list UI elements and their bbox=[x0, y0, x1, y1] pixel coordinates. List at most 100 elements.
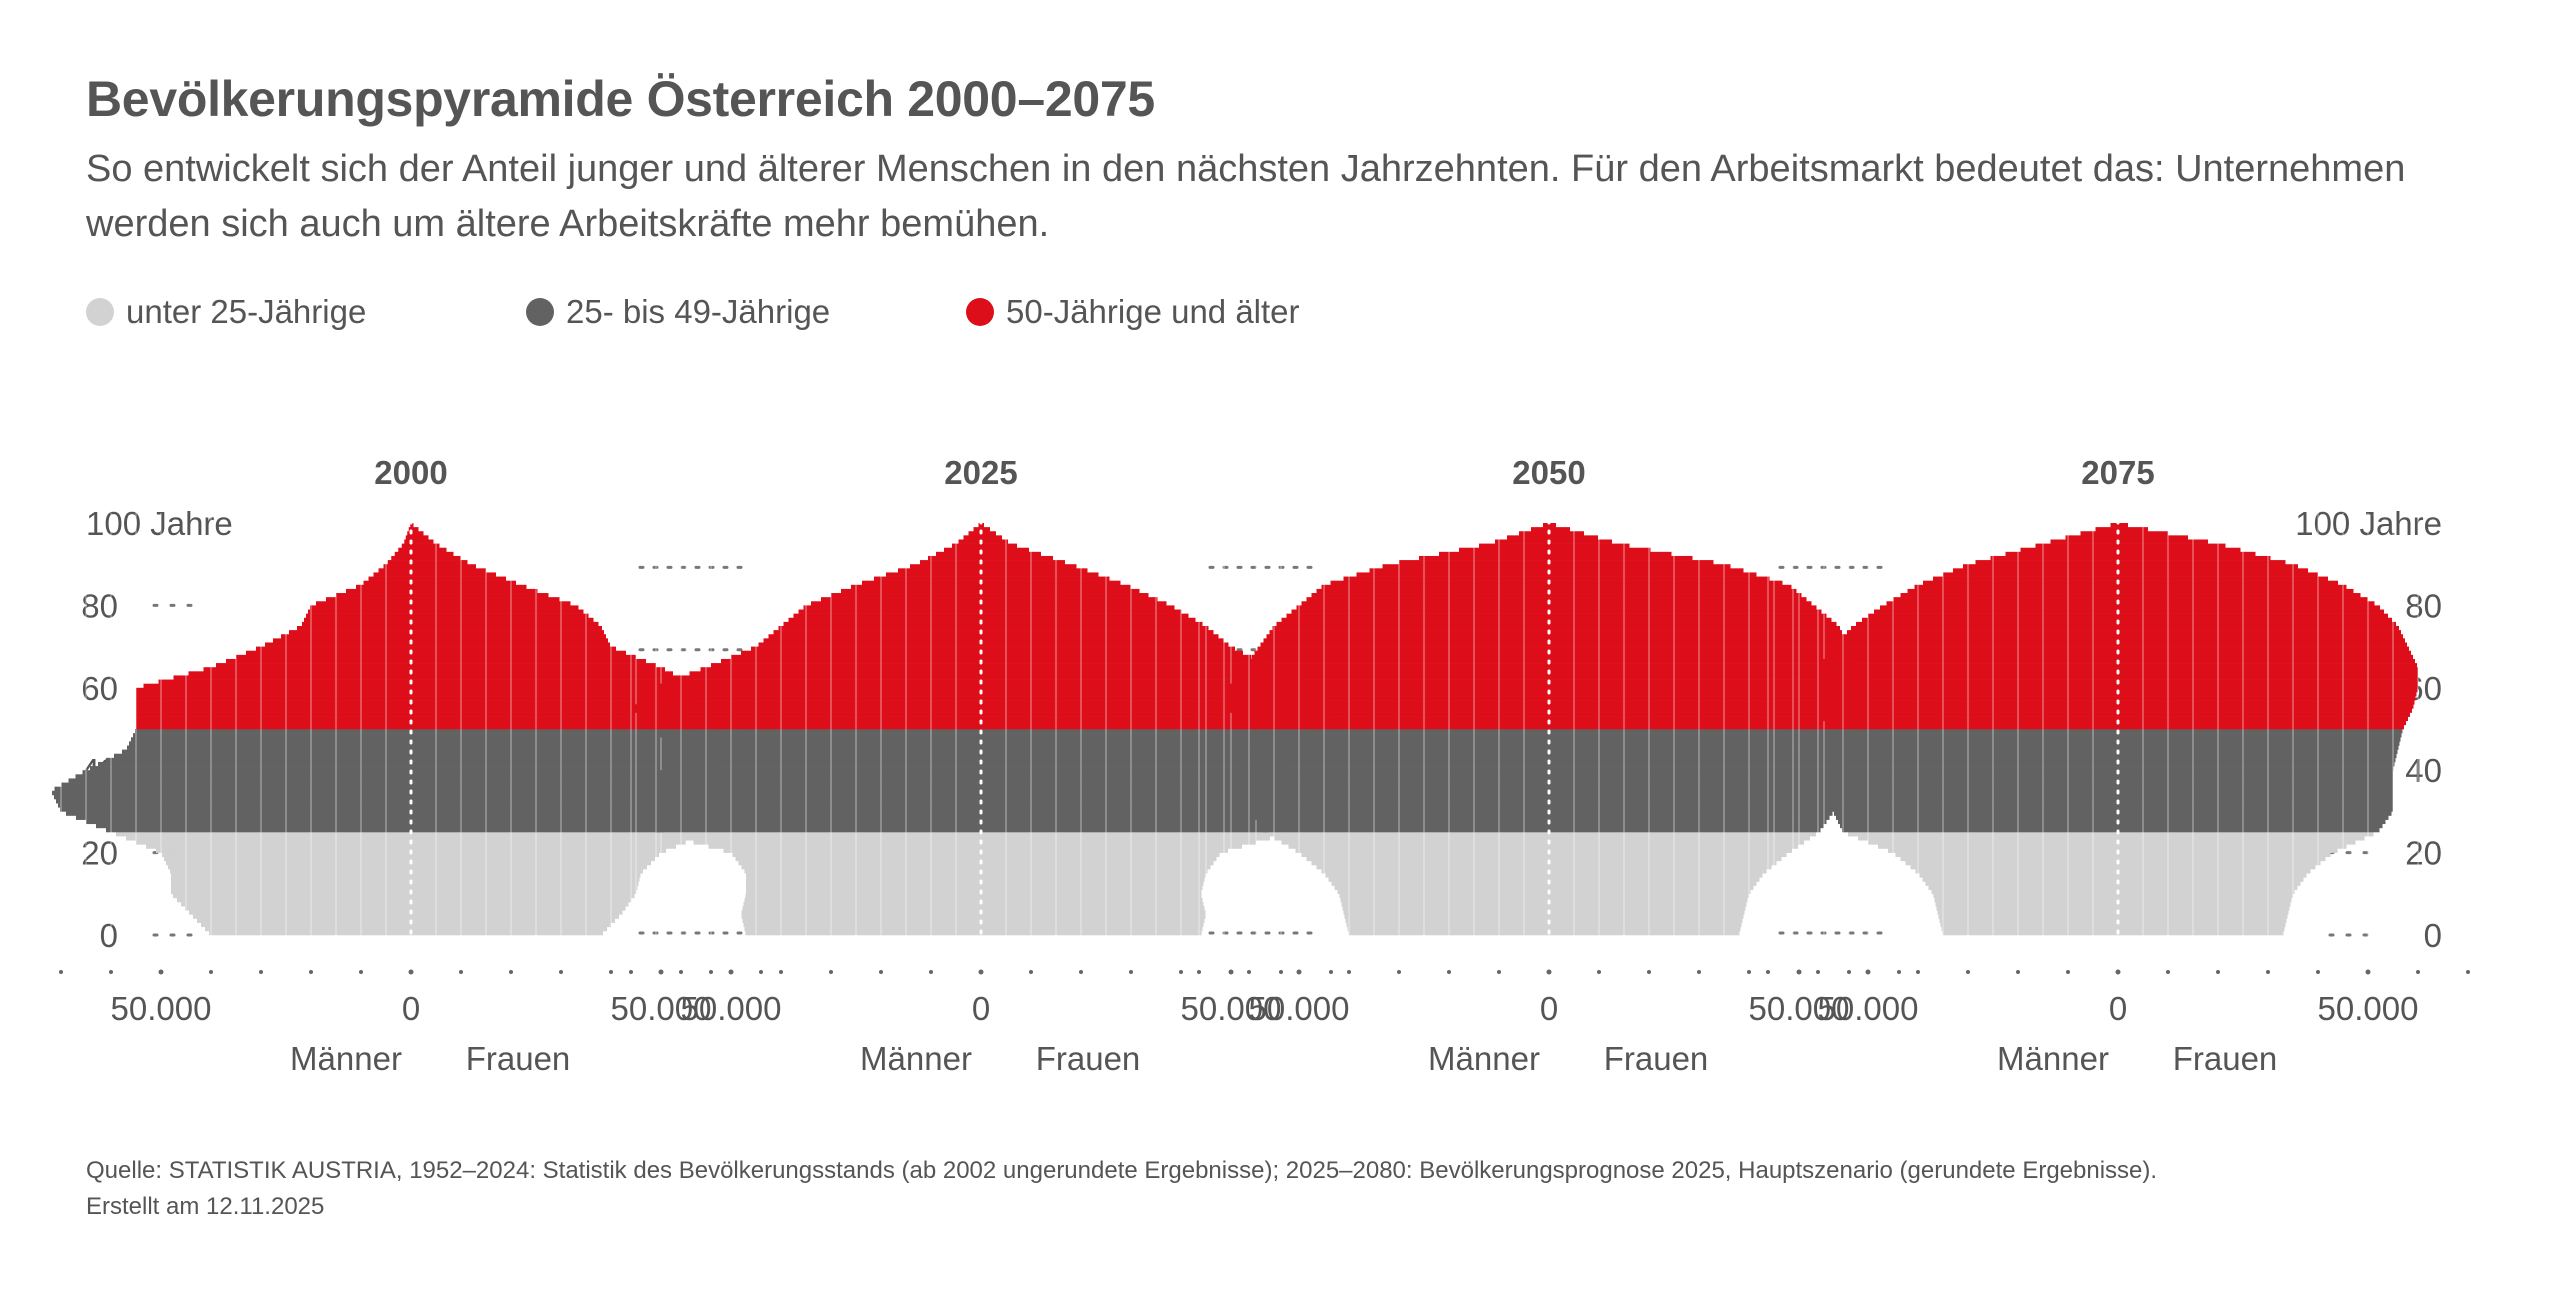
male-bar bbox=[1311, 593, 1549, 598]
female-bar bbox=[411, 572, 496, 577]
female-bar bbox=[411, 535, 429, 540]
female-bar bbox=[2118, 860, 2321, 866]
x-tick-dot bbox=[2166, 970, 2170, 974]
male-bar bbox=[663, 737, 981, 742]
female-bar bbox=[411, 584, 527, 590]
male-bar bbox=[1382, 564, 1549, 569]
x-tick-dot bbox=[1546, 969, 1552, 975]
legend-swatch-25-49 bbox=[526, 298, 554, 326]
female-bar bbox=[981, 794, 1293, 800]
female-bar bbox=[2118, 902, 2291, 907]
x-tick-dot bbox=[879, 970, 883, 974]
male-bar bbox=[645, 691, 981, 697]
female-bar bbox=[1549, 815, 1830, 820]
pyramid-year-label: 2075 bbox=[2081, 454, 2154, 491]
female-bar bbox=[1549, 572, 1757, 577]
male-bar bbox=[1900, 593, 2118, 598]
male-bar bbox=[2080, 531, 2118, 536]
male-bar bbox=[1240, 782, 1549, 787]
female-bar bbox=[1549, 601, 1812, 606]
male-bar bbox=[662, 766, 981, 771]
male-bar bbox=[1245, 733, 1549, 738]
female-bar bbox=[981, 729, 1304, 734]
female-bar bbox=[2118, 638, 2405, 643]
male-bar bbox=[1928, 885, 2118, 890]
female-bar bbox=[2118, 757, 2396, 763]
male-bar bbox=[788, 617, 981, 623]
male-bar bbox=[404, 539, 411, 544]
male-bar bbox=[171, 881, 411, 886]
x-tick-dot bbox=[2466, 970, 2470, 974]
female-bar bbox=[1549, 634, 1844, 639]
female-bar bbox=[1549, 531, 1584, 536]
male-bar bbox=[653, 724, 981, 730]
female-bar bbox=[411, 889, 637, 895]
legend-swatch-50-plus bbox=[966, 298, 994, 326]
male-bar bbox=[273, 638, 411, 643]
female-bar bbox=[2118, 807, 2393, 812]
female-bar bbox=[411, 910, 623, 915]
female-bar bbox=[1549, 704, 1869, 709]
male-label: Männer bbox=[290, 1040, 402, 1077]
male-bar bbox=[1247, 753, 1549, 759]
x-tick-dot bbox=[1897, 970, 1901, 974]
female-bar bbox=[981, 786, 1291, 792]
male-bar bbox=[1823, 716, 2118, 722]
female-bar bbox=[411, 527, 419, 532]
male-bar bbox=[741, 910, 981, 915]
female-bar bbox=[2118, 832, 2374, 837]
female-bar bbox=[411, 893, 635, 899]
female-bar bbox=[411, 770, 730, 775]
female-bar bbox=[981, 663, 1267, 668]
male-bar bbox=[256, 646, 411, 652]
female-bar bbox=[1549, 926, 1741, 932]
male-bar bbox=[1243, 770, 1549, 775]
female-bar bbox=[1549, 761, 1843, 767]
male-bar bbox=[126, 836, 411, 841]
male-bar bbox=[841, 588, 981, 594]
male-bar bbox=[82, 770, 411, 775]
male-bar bbox=[168, 864, 411, 870]
female-bar bbox=[1549, 918, 1743, 923]
male-bar bbox=[1833, 799, 2118, 804]
male-bar bbox=[735, 856, 981, 862]
female-bar bbox=[981, 621, 1203, 627]
female-bar bbox=[1549, 654, 1854, 660]
female-label: Frauen bbox=[1604, 1040, 1709, 1077]
male-bar bbox=[1345, 918, 1549, 923]
female-bar bbox=[981, 630, 1214, 635]
female-bar bbox=[981, 774, 1288, 779]
female-bar bbox=[1549, 906, 1746, 911]
female-bar bbox=[411, 691, 697, 697]
female-bar bbox=[411, 724, 686, 730]
male-bar bbox=[156, 848, 411, 853]
male-bar bbox=[1246, 803, 1549, 808]
female-bar bbox=[981, 930, 1202, 936]
male-bar bbox=[1937, 910, 2118, 915]
female-bar bbox=[411, 658, 646, 664]
female-bar bbox=[2118, 543, 2226, 549]
female-bar bbox=[2118, 761, 2395, 767]
male-bar bbox=[297, 626, 411, 631]
female-bar bbox=[1549, 679, 1866, 684]
male-bar bbox=[58, 803, 411, 808]
female-bar bbox=[2118, 564, 2298, 569]
male-bar bbox=[1825, 654, 2118, 660]
male-bar bbox=[1343, 910, 1549, 915]
male-bar bbox=[1828, 729, 2118, 734]
female-bar bbox=[411, 696, 694, 701]
female-bar bbox=[981, 757, 1286, 763]
female-bar bbox=[1549, 555, 1693, 561]
male-bar bbox=[1256, 819, 1549, 825]
male-bar bbox=[1229, 704, 1549, 709]
chart-subtitle: So entwickelt sich der Anteil junger und… bbox=[86, 148, 2406, 245]
female-bar bbox=[981, 642, 1229, 647]
male-bar bbox=[744, 926, 981, 932]
x-tick-dot bbox=[1647, 970, 1651, 974]
female-label: Frauen bbox=[2173, 1040, 2278, 1077]
male-bar bbox=[1888, 848, 2118, 853]
male-bar bbox=[1295, 848, 1549, 853]
male-bar bbox=[1848, 832, 2118, 837]
female-bar bbox=[1549, 741, 1842, 746]
male-bar bbox=[1316, 588, 1549, 594]
